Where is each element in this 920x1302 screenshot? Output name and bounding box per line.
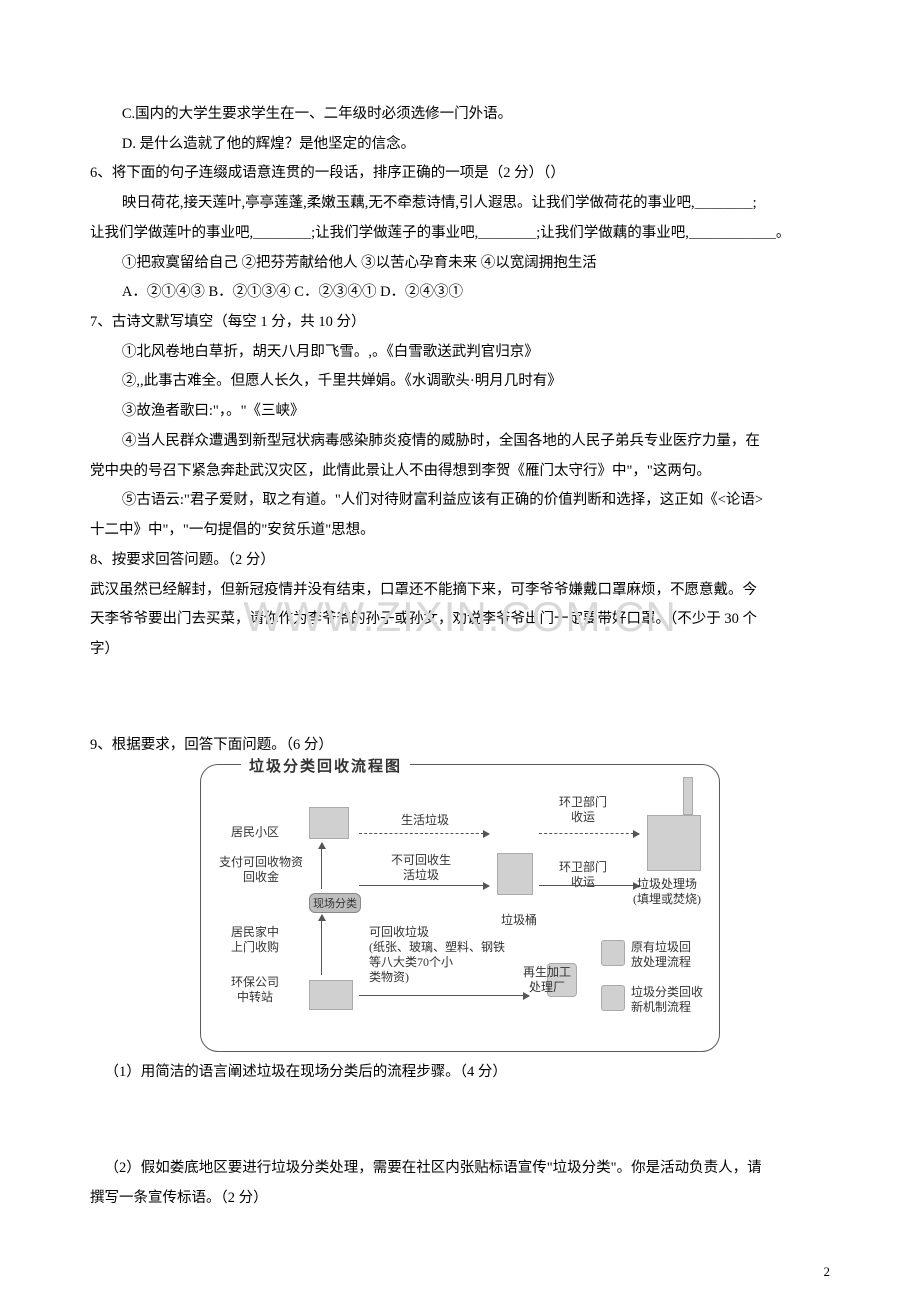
q8-a: 武汉虽然已经解封，但新冠疫情并没有结束，口罩还不能摘下来，可李爷爷嫌戴口罩麻烦，… [90,576,830,606]
label-ljt: 垃圾桶 [501,913,537,928]
q7-4b: 党中央的号召下紧急奔赴武汉灾区，此情此景让人不由得想到李贺《雁门太守行》中"，"… [90,457,830,487]
label-xin: 垃圾分类回收 新机制流程 [631,985,703,1015]
arrow-1 [359,885,489,886]
option-c: C.国内的大学生要求学生在一、二年级时必须选修一门外语。 [90,100,830,130]
q7-5b: 十二中》中"，"一句提倡的"安贫乐道"思想。 [90,516,830,546]
dash-1 [359,833,489,834]
q7-2: ②,,此事古难全。但愿人长久，千里共婵娟。《水调歌头·明月几时有》 [90,367,830,397]
buildings-icon [309,980,353,1010]
bin-icon [497,853,533,895]
q6-fragments: ①把寂寞留给自己 ②把芬芳献给他人 ③以苦心孕育未来 ④以宽阔拥抱生活 [90,249,830,279]
option-d: D. 是什么造就了他的辉煌？是他坚定的信念。 [90,130,830,160]
label-pay: 支付可回收物资 回收金 [219,855,303,885]
q7-5a: ⑤古语云:"君子爱财，取之有道。"人们对待财富利益应该有正确的价值判断和选择，这… [90,486,830,516]
question-7: 7、古诗文默写填空（每空 1 分，共 10 分） [90,308,830,338]
plant-icon [647,815,701,871]
arrow-up-1 [321,843,322,889]
flowchart-diagram: 垃圾分类回收流程图 居民小区 支付可回收物资 回收金 现场分类 居民家中 上门收… [200,764,720,1052]
label-zjg2: 再生加工 处理厂 [523,965,571,995]
q9-sub2b: 撰写一条宣传标语。（2 分） [90,1184,830,1214]
question-9: 9、根据要求，回答下面问题。（6 分） [90,731,830,761]
q8-b: 天李爷爷要出门去买菜，请你作为李爷爷的孙子或孙女，劝说李爷爷出门一定要带好口罩。… [90,605,830,635]
tag-sort: 现场分类 [309,893,361,913]
label-home: 居民家中 上门收购 [231,925,279,955]
chimney-icon [683,777,693,815]
question-8: 8、按要求回答问题。（2 分） [90,546,830,576]
question-6: 6、将下面的句子连缀成语意连贯的一段话，排序正确的一项是（2 分）（） [90,159,830,189]
stack-icon [601,940,625,966]
q9-sub2a: （2）假如娄底地区要进行垃圾分类处理，需要在社区内张贴标语宣传"垃圾分类"。你是… [90,1154,830,1184]
arrow-2 [359,995,529,996]
q6-options: A．②①④③ B．②①③④ C．②③④① D．②④③① [90,278,830,308]
diagram-container: 垃圾分类回收流程图 居民小区 支付可回收物资 回收金 现场分类 居民家中 上门收… [90,764,830,1052]
q7-1: ①北风卷地白草折，胡天八月即飞雪。,。《白雪歌送武判官归京》 [90,338,830,368]
label-shlj: 生活垃圾 [401,813,449,828]
label-bkhs: 不可回收生 活垃圾 [391,853,451,883]
q9-sub1: （1）用简洁的语言阐述垃圾在现场分类后的流程步骤。（4 分） [90,1058,830,1088]
label-jm: 居民小区 [231,825,279,840]
q7-4a: ④当人民群众遭遇到新型冠状病毒感染肺炎疫情的威胁时，全国各地的人民子弟兵专业医疗… [90,427,830,457]
q7-3: ③故渔者歌曰:"，。"《三峡》 [90,397,830,427]
arrow-up-2 [321,915,322,975]
q6-passage-1: 映日荷花,接天莲叶,亭亭莲蓬,柔嫩玉藕,无不牵惹诗情,引人遐思。让我们学做荷花的… [90,189,830,219]
arrow-3 [539,885,639,886]
label-khs: 可回收垃圾 (纸张、玻璃、塑料、钢铁 等八大类70个小 类物资) [369,925,505,985]
stack-icon-2 [601,985,625,1011]
page-number: 2 [824,1264,831,1280]
house-icon [309,807,349,839]
dash-2 [539,833,639,834]
q8-c: 字） [90,635,830,665]
label-yuan: 原有垃圾回 放处理流程 [631,940,691,970]
q6-passage-2: 让我们学做莲叶的事业吧,＿＿＿＿;让我们学做莲子的事业吧,＿＿＿＿;让我们学做藕… [90,219,830,249]
label-ljccc: 垃圾处理场 (填埋或焚烧) [633,877,701,907]
label-hw1: 环卫部门 收运 [559,795,607,825]
label-hb: 环保公司 中转站 [231,975,279,1005]
diagram-title: 垃圾分类回收流程图 [241,755,410,776]
